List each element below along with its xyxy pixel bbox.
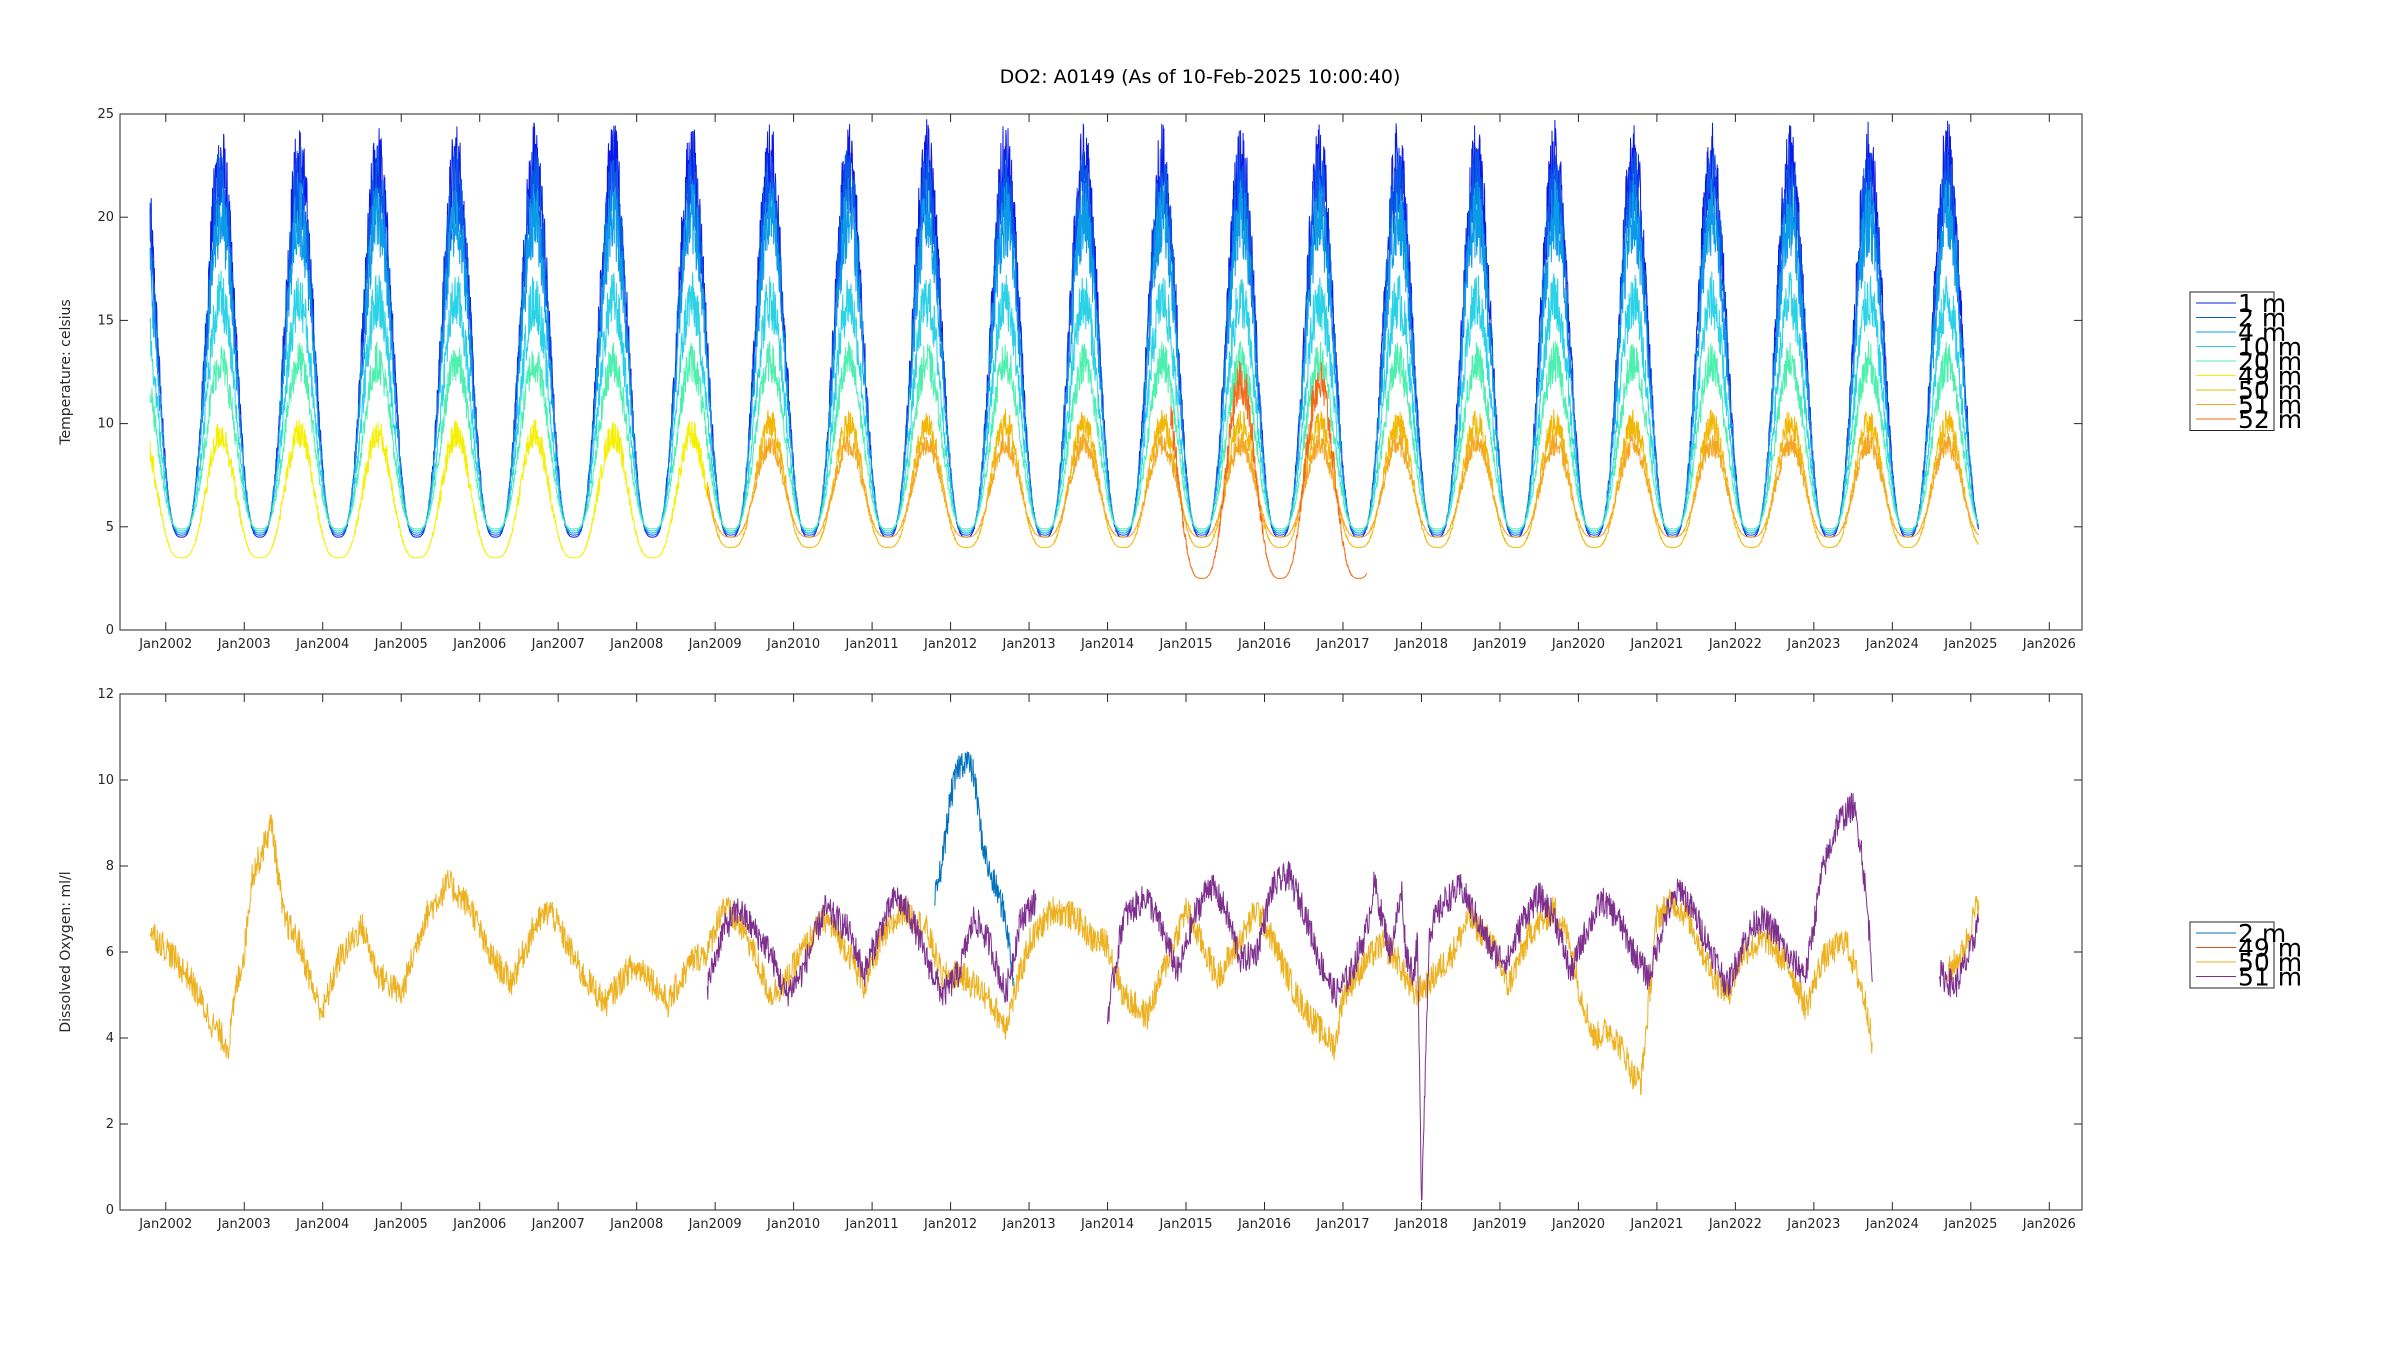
x-tick-label: Jan2007	[531, 637, 585, 652]
x-tick-label: Jan2021	[1629, 1217, 1683, 1232]
legend-label: 49 m	[2238, 934, 2302, 963]
y-tick-label: 5	[106, 520, 114, 535]
y-tick-label: 4	[106, 1031, 114, 1046]
y-tick-label: 2	[106, 1117, 114, 1132]
x-tick-label: Jan2004	[295, 637, 349, 652]
y-tick-label: 8	[106, 859, 114, 874]
temperature-y-axis-label: Temperature: celsius	[58, 299, 74, 445]
x-tick-label: Jan2006	[452, 1217, 506, 1232]
x-tick-label: Jan2022	[1708, 637, 1762, 652]
x-tick-label: Jan2003	[217, 1217, 271, 1232]
temperature-legend[interactable]: 1 m2 m4 m10 m20 m49 m50 m51 m52 m	[2189, 289, 2302, 434]
legend-label: 4 m	[2238, 318, 2286, 347]
x-tick-label: Jan2005	[374, 1217, 428, 1232]
y-tick-label: 25	[97, 107, 114, 122]
x-tick-label: Jan2024	[1865, 1217, 1919, 1232]
x-tick-label: Jan2019	[1472, 1217, 1526, 1232]
x-tick-label: Jan2018	[1394, 637, 1448, 652]
temperature-series-group	[149, 119, 1980, 579]
y-tick-label: 12	[97, 687, 114, 702]
x-tick-label: Jan2016	[1237, 1217, 1291, 1232]
y-tick-label: 10	[97, 417, 114, 432]
y-tick-label: 6	[106, 945, 114, 960]
temperature-panel: 0 5 10 15 20 25 Jan2002 Jan2003 Jan2004 Jan2005 Ja…	[58, 107, 2302, 652]
x-tick-label: Jan2014	[1080, 1217, 1134, 1232]
x-tick-label: Jan2013	[1001, 1217, 1055, 1232]
x-tick-label: Jan2026	[2022, 637, 2076, 652]
y-tick-label: 15	[97, 313, 114, 328]
x-tick-label: Jan2002	[138, 1217, 192, 1232]
legend-label: 2 m	[2238, 919, 2286, 948]
x-tick-label: Jan2002	[138, 637, 192, 652]
series-line-2m	[149, 143, 1980, 536]
y-tick-label: 0	[106, 623, 114, 638]
x-tick-label: Jan2008	[609, 637, 663, 652]
y-tick-label: 10	[97, 773, 114, 788]
x-tick-label: Jan2004	[295, 1217, 349, 1232]
series-line-49m	[149, 419, 708, 559]
x-tick-label: Jan2015	[1158, 637, 1212, 652]
legend-label: 10 m	[2238, 333, 2302, 362]
figure-title: DO2: A0149 (As of 10-Feb-2025 10:00:40)	[1000, 66, 1401, 88]
x-tick-label: Jan2013	[1001, 637, 1055, 652]
x-tick-label: Jan2017	[1315, 1217, 1369, 1232]
legend-label: 51 m	[2238, 391, 2302, 420]
legend-label: 20 m	[2238, 347, 2302, 376]
x-tick-label: Jan2010	[766, 1217, 820, 1232]
legend-label: 50 m	[2238, 376, 2302, 405]
x-tick-label: Jan2018	[1394, 1217, 1448, 1232]
x-tick-label: Jan2006	[452, 637, 506, 652]
oxygen-series-group	[149, 751, 1980, 1202]
oxygen-y-axis-label: Dissolved Oxygen: ml/l	[58, 871, 74, 1032]
oxygen-ticks: 0 2 4 6 8 10 12 Jan2002 Jan2003 Jan2004 Jan2005 Jan…	[97, 687, 2082, 1232]
x-tick-label: Jan2020	[1551, 637, 1605, 652]
x-tick-label: Jan2017	[1315, 637, 1369, 652]
oxygen-panel: 0 2 4 6 8 10 12 Jan2002 Jan2003 Jan2004 Jan2005 Jan…	[58, 687, 2302, 1232]
x-tick-label: Jan2010	[766, 637, 820, 652]
x-tick-label: Jan2005	[374, 637, 428, 652]
legend-label: 52 m	[2238, 405, 2302, 434]
x-tick-label: Jan2022	[1708, 1217, 1762, 1232]
legend-label: 2 m	[2238, 304, 2286, 333]
series-line-2m	[934, 751, 1014, 987]
x-tick-label: Jan2015	[1158, 1217, 1212, 1232]
legend-label: 49 m	[2238, 362, 2302, 391]
y-tick-label: 0	[106, 1203, 114, 1218]
x-tick-label: Jan2012	[923, 637, 977, 652]
series-line-4m	[149, 178, 1980, 534]
temperature-ticks: 0 5 10 15 20 25 Jan2002 Jan2003 Jan2004 Jan2005 Ja…	[97, 107, 2082, 652]
series-line-10m	[149, 270, 1980, 532]
x-tick-label: Jan2014	[1080, 637, 1134, 652]
legend-label: 50 m	[2238, 948, 2302, 977]
series-line-51m	[706, 432, 1980, 538]
x-tick-label: Jan2012	[923, 1217, 977, 1232]
series-line-50m	[706, 408, 1979, 548]
temperature-axes-box	[119, 113, 2083, 631]
x-tick-label: Jan2008	[609, 1217, 663, 1232]
x-tick-label: Jan2025	[1943, 1217, 1997, 1232]
x-tick-label: Jan2019	[1472, 637, 1526, 652]
legend-label: 51 m	[2238, 963, 2302, 992]
x-tick-label: Jan2011	[845, 637, 899, 652]
legend-label: 1 m	[2238, 289, 2286, 318]
x-tick-label: Jan2026	[2022, 1217, 2076, 1232]
oxygen-legend[interactable]: 2 m49 m50 m51 m	[2189, 919, 2302, 992]
x-tick-label: Jan2021	[1629, 637, 1683, 652]
x-tick-label: Jan2024	[1865, 637, 1919, 652]
series-line-52m	[1169, 360, 1367, 579]
x-tick-label: Jan2020	[1551, 1217, 1605, 1232]
y-tick-label: 20	[97, 210, 114, 225]
x-tick-label: Jan2016	[1237, 637, 1291, 652]
x-tick-label: Jan2007	[531, 1217, 585, 1232]
x-tick-label: Jan2023	[1786, 1217, 1840, 1232]
x-tick-label: Jan2009	[688, 1217, 742, 1232]
x-tick-label: Jan2023	[1786, 637, 1840, 652]
x-tick-label: Jan2011	[845, 1217, 899, 1232]
x-tick-label: Jan2025	[1943, 637, 1997, 652]
x-tick-label: Jan2003	[217, 637, 271, 652]
x-tick-label: Jan2009	[688, 637, 742, 652]
series-line-20m	[149, 340, 1979, 530]
series-line-51m	[706, 792, 1980, 1202]
